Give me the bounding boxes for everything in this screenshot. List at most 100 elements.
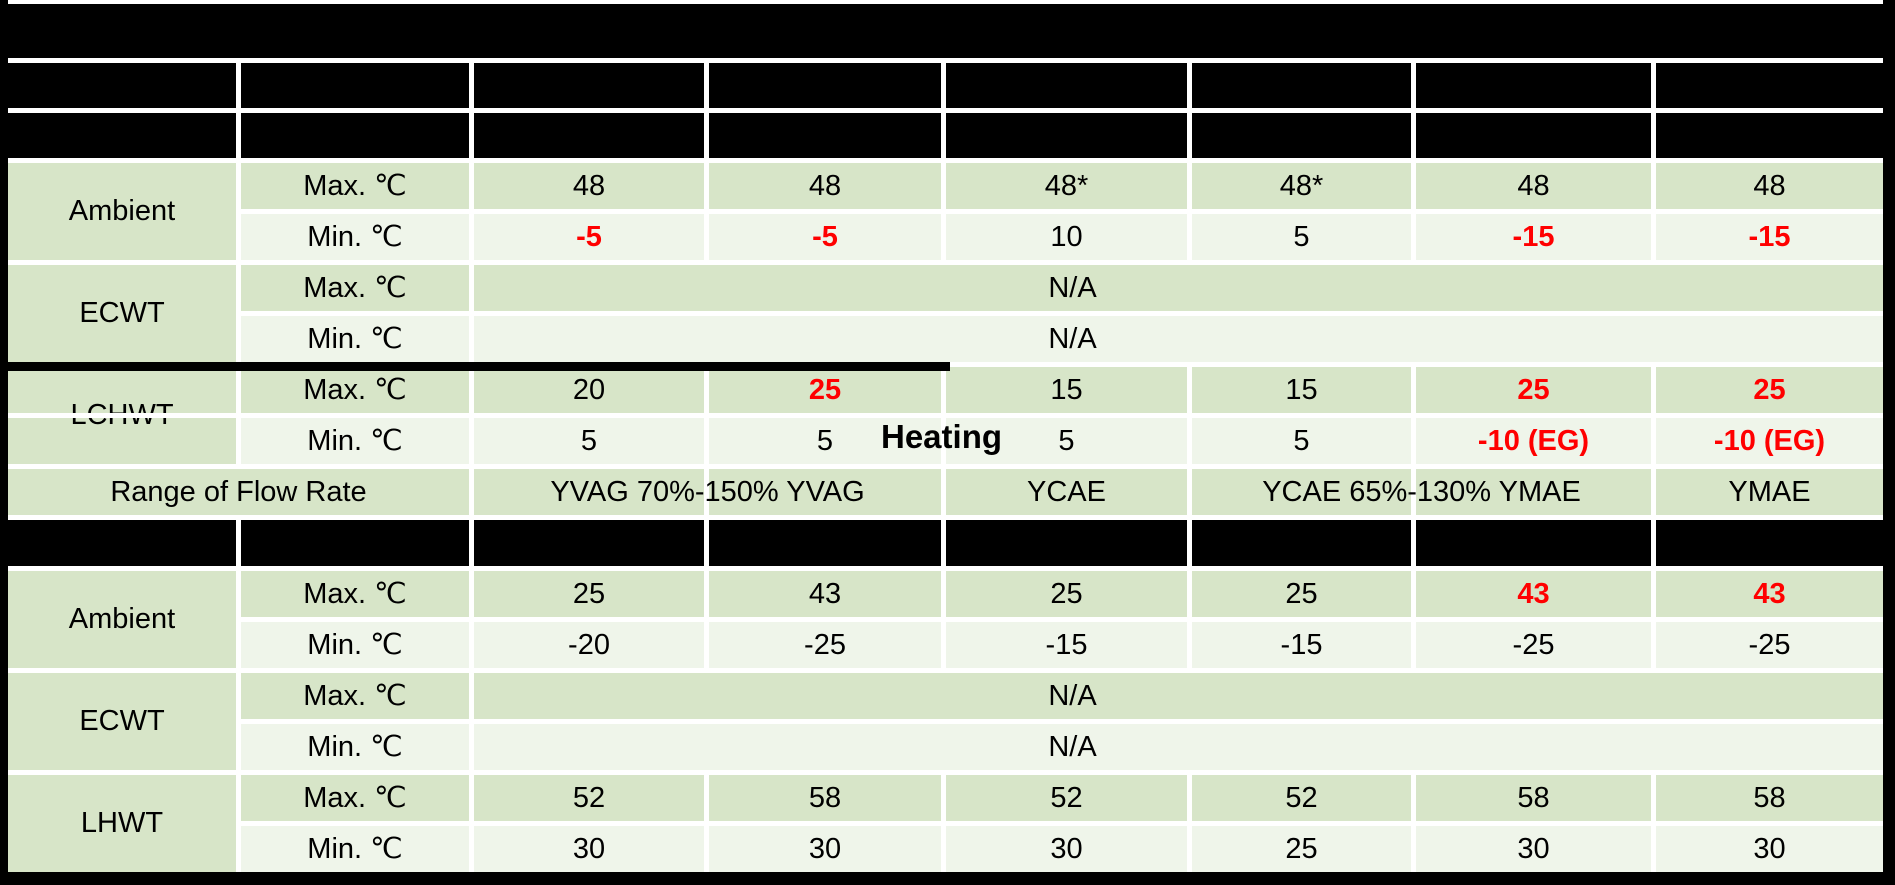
outer-border-left (0, 0, 8, 885)
value-cell: 25 (1192, 571, 1411, 617)
na-cell-max: N/A (474, 265, 1883, 311)
section-header-cell-col2 (474, 520, 704, 566)
value-cell: 25 (709, 367, 941, 413)
value-cell: 52 (946, 775, 1187, 821)
value-cell: 30 (946, 826, 1187, 872)
title-bar (0, 4, 1895, 58)
value-cell: 30 (709, 826, 941, 872)
unit-label-max-text: Max. ℃ (303, 169, 407, 202)
header-cell-row1-col4 (946, 63, 1187, 108)
value-cell: 30 (474, 826, 704, 872)
unit-label-max-text: Max. ℃ (303, 781, 407, 814)
na-cell-min-text: N/A (1048, 322, 1097, 355)
value-cell: 25 (946, 571, 1187, 617)
header-cell-row2-col0 (8, 113, 236, 158)
value-cell: 48* (1192, 163, 1411, 209)
value-cell: 48* (946, 163, 1187, 209)
row-label-ambient: Ambient (8, 163, 236, 260)
value-cell: 25 (474, 571, 704, 617)
value-cell-text: 30 (1050, 832, 1083, 865)
value-cell-text: -15 (1280, 628, 1323, 661)
value-cell-text: 25 (1285, 577, 1318, 610)
unit-label-min-text: Min. ℃ (307, 628, 403, 661)
section-header-cell-col0 (8, 520, 236, 566)
na-cell-min-text: N/A (1048, 730, 1097, 763)
section-header-cell-col7 (1656, 520, 1883, 566)
unit-label-min: Min. ℃ (241, 418, 469, 464)
value-cell: 5 (1192, 418, 1411, 464)
value-cell-text: -20 (568, 628, 610, 661)
flow-cell-text: YCAE 65%-130% YMAE (1262, 475, 1581, 508)
value-cell: 5 (709, 418, 941, 464)
grid-line (704, 469, 709, 515)
outer-border-bottom (0, 872, 1895, 885)
flow-cell-text: YCAE (1027, 475, 1106, 508)
unit-label-min-text: Min. ℃ (307, 424, 403, 457)
unit-label-max-text: Max. ℃ (303, 679, 407, 712)
value-cell-text: 30 (572, 832, 606, 865)
unit-label-min-text: Min. ℃ (307, 322, 403, 355)
header-cell-row2-col1 (241, 113, 469, 158)
unit-label-min-text: Min. ℃ (307, 832, 403, 865)
unit-label-max-text: Max. ℃ (303, 271, 407, 304)
value-cell: 5 (1192, 214, 1411, 260)
value-cell: 48 (1416, 163, 1651, 209)
value-cell-text: 25 (1050, 577, 1083, 610)
value-cell: 52 (1192, 775, 1411, 821)
value-cell: 5 (474, 418, 704, 464)
value-cell-text: 52 (1285, 781, 1318, 814)
value-cell: 48 (1656, 163, 1883, 209)
value-cell-text: 43 (808, 577, 842, 610)
unit-label-min: Min. ℃ (241, 724, 469, 770)
value-cell-text: -5 (576, 220, 602, 253)
unit-label-min: Min. ℃ (241, 826, 469, 872)
value-cell: 20 (474, 367, 704, 413)
unit-label-min: Min. ℃ (241, 622, 469, 668)
row-label-lhwt: LHWT (8, 775, 236, 872)
na-cell-max-text: N/A (1048, 271, 1097, 304)
row-label-ecwt: ECWT (8, 265, 236, 362)
section-header-cell-col1 (241, 520, 469, 566)
value-cell-text: 48 (572, 169, 606, 202)
outer-border-right (1883, 0, 1895, 885)
value-cell-text: 48 (808, 169, 842, 202)
value-cell: 58 (709, 775, 941, 821)
value-cell-text: -25 (804, 628, 846, 661)
header-cell-row1-col5 (1192, 63, 1411, 108)
value-cell: 25 (1416, 367, 1651, 413)
header-cell-row1-col1 (241, 63, 469, 108)
value-cell-text: 48* (1279, 169, 1324, 202)
unit-label-max-text: Max. ℃ (303, 373, 407, 406)
header-cell-row1-col3 (709, 63, 941, 108)
header-cell-row1-col2 (474, 63, 704, 108)
unit-label-max: Max. ℃ (241, 265, 469, 311)
value-cell-text: 5 (1058, 424, 1075, 457)
label-divider-line (8, 413, 236, 418)
value-cell-text: 5 (580, 424, 598, 457)
value-cell: -15 (1192, 622, 1411, 668)
header-cell-row2-col6 (1416, 113, 1651, 158)
heating-section-label: Heating (881, 418, 1003, 455)
header-cell-row1-col7 (1656, 63, 1883, 108)
value-cell-text: 25 (808, 373, 842, 406)
value-cell: -25 (1416, 622, 1651, 668)
value-cell: 58 (1656, 775, 1883, 821)
section-header-cell-col3 (709, 520, 941, 566)
header-cell-row1-col0 (8, 63, 236, 108)
na-cell-max: N/A (474, 673, 1883, 719)
value-cell-text: 5 (1293, 220, 1310, 253)
value-cell-text: 10 (1050, 220, 1083, 253)
value-cell: 52 (474, 775, 704, 821)
value-cell: 15 (1192, 367, 1411, 413)
value-cell-text: 30 (808, 832, 842, 865)
flow-cell: YVAG 70%-150% YVAG (474, 469, 941, 515)
value-cell-text: 52 (1050, 781, 1083, 814)
value-cell-text: 58 (808, 781, 842, 814)
value-cell: 25 (1656, 367, 1883, 413)
unit-label-max: Max. ℃ (241, 775, 469, 821)
unit-label-max: Max. ℃ (241, 571, 469, 617)
value-cell: -5 (709, 214, 941, 260)
section-header-cell-col4 (946, 520, 1187, 566)
unit-label-min: Min. ℃ (241, 214, 469, 260)
value-cell-text: -25 (1512, 628, 1555, 661)
